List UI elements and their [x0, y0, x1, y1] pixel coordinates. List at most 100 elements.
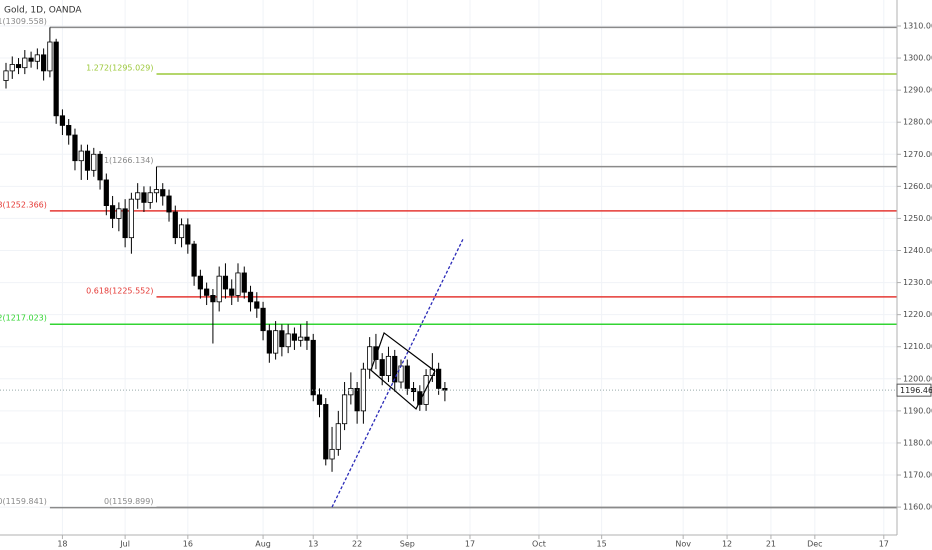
y-tick-label: 1240.00 [903, 246, 932, 255]
candle-down [373, 346, 379, 360]
y-tick-label: 1190.00 [903, 406, 932, 415]
x-tick-label: 22 [352, 540, 362, 549]
candle-down [354, 388, 360, 412]
x-tick-label: Dec [807, 540, 822, 549]
candle-down [392, 355, 398, 383]
candle-up [367, 346, 373, 370]
drawings [331, 237, 465, 508]
candle-down [222, 275, 229, 290]
y-tick-label: 1300.00 [903, 54, 932, 63]
candle-down [254, 301, 260, 309]
candle-down [247, 291, 254, 303]
candle-down [204, 288, 210, 296]
y-tick-label: 1280.00 [903, 118, 932, 127]
candle-down [316, 394, 323, 405]
y-tick-label: 1230.00 [903, 278, 932, 287]
candle-down [279, 330, 285, 348]
candle-up [9, 64, 15, 72]
candle-up [34, 54, 40, 62]
x-tick-label: 15 [597, 540, 607, 549]
x-tick-label: 18 [57, 540, 67, 549]
candle-up [285, 333, 291, 348]
candle-up [128, 198, 134, 239]
candle-up [216, 275, 222, 303]
candle-down [166, 195, 172, 213]
y-tick-label: 1170.00 [903, 471, 932, 480]
x-tick-label: 17 [879, 540, 889, 549]
candle-down [410, 388, 417, 393]
y-tick-label: 1180.00 [903, 438, 932, 447]
y-tick-label: 1260.00 [903, 182, 932, 191]
candle-down [260, 307, 266, 332]
candle-up [329, 448, 335, 460]
x-tick-label: Oct [532, 540, 546, 549]
candle-up [298, 336, 304, 341]
last-price-box [896, 383, 932, 397]
candle-up [348, 388, 354, 396]
y-tick-label: 1200.00 [903, 374, 932, 383]
candle-down [304, 336, 310, 341]
candle-down [109, 205, 116, 219]
x-tick-label: 21 [766, 540, 776, 549]
candle-up [91, 153, 97, 171]
candle-down [97, 153, 103, 181]
candle-down [141, 192, 147, 203]
candle-down [185, 224, 191, 245]
candle-down [310, 339, 316, 396]
candle-down [291, 333, 298, 341]
candle-up [78, 150, 84, 162]
candle-down [266, 330, 272, 354]
x-tick-label: 12 [722, 540, 732, 549]
candle-down [191, 243, 197, 277]
x-tick-label: 17 [465, 540, 475, 549]
candle-up [116, 208, 122, 219]
candle-up [47, 41, 53, 72]
x-tick-label: 16 [183, 540, 193, 549]
candle-up [178, 224, 185, 239]
y-tick-label: 1290.00 [903, 86, 932, 95]
last-price-label: 1196.460 [900, 386, 932, 395]
candle-up [147, 192, 153, 203]
level-label: 0.618(1225.552) [86, 286, 153, 295]
candle-down [210, 295, 216, 303]
candle-down [229, 288, 235, 296]
candle-up [153, 189, 160, 194]
grid [0, 0, 897, 535]
candle-down [323, 404, 329, 460]
candle-down [160, 189, 166, 197]
x-tick-label: Sep [400, 540, 415, 549]
candle-down [72, 134, 78, 162]
y-tick-label: 1310.00 [903, 21, 932, 30]
candle-up [135, 192, 141, 200]
candle-up [335, 423, 341, 450]
axes: 1160.00 1170.00 1180.00 1190.00 1200.00 1210.… [0, 21, 932, 549]
candle-down [84, 150, 91, 171]
candle-down [172, 211, 178, 239]
y-tick-label: 1270.00 [903, 150, 932, 159]
candle-up [385, 355, 392, 376]
y-tick-label: 1250.00 [903, 214, 932, 223]
candle-down [379, 359, 385, 376]
level-label: 1.272(1295.029) [86, 63, 153, 72]
candle-up [3, 70, 9, 81]
y-tick-label: 1220.00 [903, 310, 932, 319]
level-label: 82(1217.023) [0, 314, 47, 323]
level-label: 18(1252.366) [0, 200, 47, 209]
candle-down [53, 41, 59, 117]
x-tick-label: Nov [675, 540, 691, 549]
candle-down [122, 208, 128, 239]
candle-down [59, 115, 66, 126]
candle-up [22, 57, 28, 69]
candle-up [398, 365, 404, 383]
candle-down [66, 125, 72, 136]
level-label: 0(1159.899) [104, 497, 154, 506]
candle-down [28, 57, 34, 62]
level-label: 1(1309.558) [0, 17, 47, 26]
candle-down [41, 54, 47, 72]
chart-title: Gold, 1D, OANDA [4, 6, 82, 16]
candle-down [15, 64, 22, 69]
channel [370, 331, 436, 410]
candle-up [341, 394, 348, 425]
